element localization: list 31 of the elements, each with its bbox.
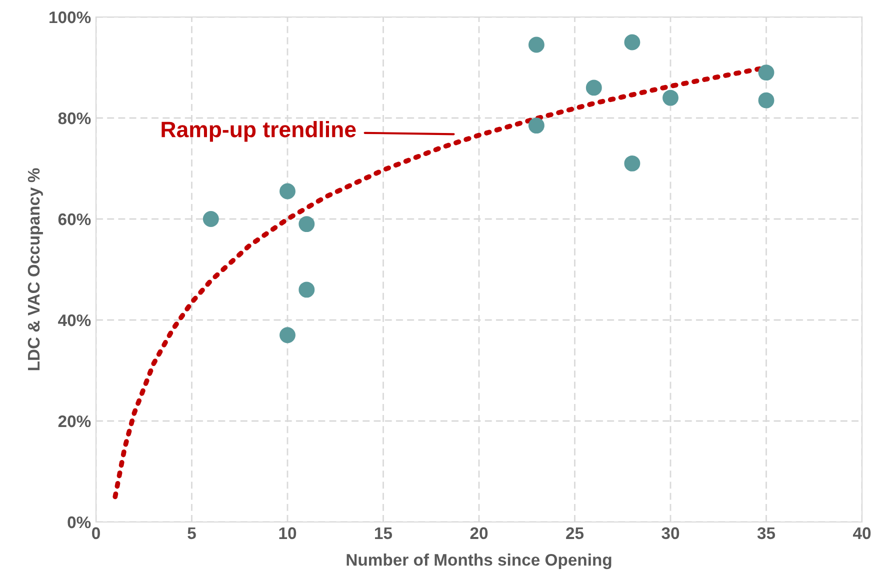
x-tick-label: 25 [566,527,584,540]
x-tick-label: 0 [92,527,100,540]
x-tick-label: 30 [662,527,680,540]
x-tick-label: 10 [279,527,296,540]
x-tick-label: 20 [470,527,488,540]
point [528,118,544,134]
point [624,34,640,50]
point [202,211,219,227]
y-tick-label: 40% [58,314,91,326]
point [624,155,640,172]
y-tick-label: 60% [58,213,91,226]
point [758,64,774,81]
point [298,282,315,298]
y-tick-label: 0% [68,516,91,528]
point [586,80,602,96]
point [280,327,296,344]
point [298,216,315,232]
x-axis-title: Number of Months since Opening [346,554,612,570]
y-axis-title: LDC & VAC Occupancy % [28,168,43,370]
point [528,36,544,53]
point [758,92,774,108]
x-tick-label: 15 [375,527,392,540]
x-tick-label: 35 [757,527,776,540]
point [280,183,296,200]
x-tick-label: 40 [852,527,871,540]
y-tick-label: 20% [58,415,91,428]
annotation: Ramp-up trendline [162,121,356,142]
point [662,90,678,106]
y-tick-label: 80% [58,112,91,124]
y-tick-label: 100% [50,11,91,24]
x-tick-label: 5 [188,527,196,540]
